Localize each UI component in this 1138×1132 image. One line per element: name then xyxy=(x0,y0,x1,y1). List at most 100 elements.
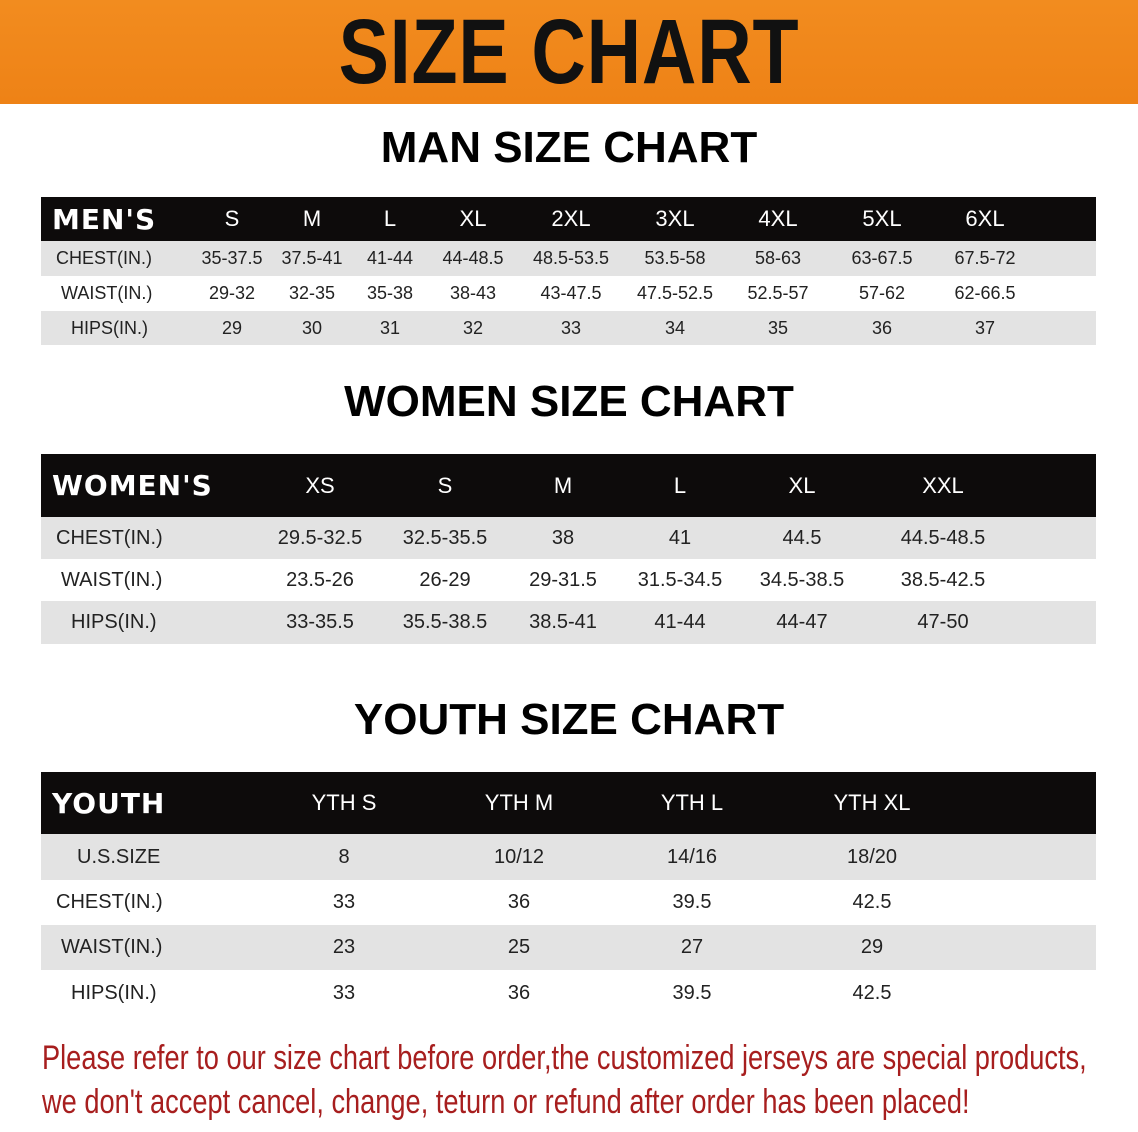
table-cell: 57-62 xyxy=(858,283,906,303)
size-column-header: XL xyxy=(459,206,487,231)
table-cell: 37.5-41 xyxy=(281,248,343,268)
table-cell: 35-38 xyxy=(366,283,414,303)
table-cell: 38-43 xyxy=(449,283,497,303)
table-cell: 29-31.5 xyxy=(529,568,597,591)
table-header-row: MEN'S S M L XL 2XL 3XL 4XL 5XL 6XL xyxy=(41,197,1096,241)
table-row: HIPS(IN.) 29 30 31 32 33 34 35 36 37 xyxy=(41,311,1096,345)
row-label: CHEST(IN.) xyxy=(56,248,152,268)
women-section-title: WOMEN SIZE CHART xyxy=(344,377,794,426)
table-cell: 47.5-52.5 xyxy=(636,283,714,303)
table-cell: 36 xyxy=(507,981,531,1004)
size-column-header: YTH M xyxy=(484,790,554,815)
table-cell: 31 xyxy=(379,317,401,338)
table-row: WAIST(IN.) 23 25 27 29 xyxy=(41,925,1096,970)
table-cell: 32 xyxy=(462,317,484,338)
table-row: U.S.SIZE 8 10/12 14/16 18/20 xyxy=(41,834,1096,880)
table-cell: 42.5 xyxy=(852,981,892,1004)
table-row: WAIST(IN.) 23.5-26 26-29 29-31.5 31.5-34.5 34… xyxy=(41,559,1096,601)
table-cell: 67.5-72 xyxy=(954,248,1016,268)
table-cell: 23.5-26 xyxy=(286,568,354,591)
banner-title: SIZE CHART xyxy=(338,1,800,103)
table-cell: 35-37.5 xyxy=(201,248,263,268)
size-column-header: 5XL xyxy=(862,206,902,231)
table-cell: 34.5-38.5 xyxy=(759,568,845,591)
table-cell: 18/20 xyxy=(846,845,898,868)
size-column-header: L xyxy=(383,206,397,231)
table-cell: 44.5 xyxy=(782,526,822,549)
table-cell: 52.5-57 xyxy=(747,283,809,303)
women-size-table: WOMEN'S XS S M L XL XXL CHEST(IN.) 29.5-32.5 32.5… xyxy=(41,454,1096,644)
size-column-header: M xyxy=(302,206,322,231)
table-cell: 44-48.5 xyxy=(442,248,504,268)
table-cell: 39.5 xyxy=(672,891,712,913)
table-row: CHEST(IN.) 33 36 39.5 42.5 xyxy=(41,880,1096,925)
table-cell: 32.5-35.5 xyxy=(402,526,488,549)
table-cell: 25 xyxy=(507,936,531,958)
notice-line-1: Please refer to our size chart before or… xyxy=(42,1039,1087,1077)
size-column-header: XL xyxy=(788,472,816,498)
table-cell: 33-35.5 xyxy=(286,611,354,633)
size-column-header: 2XL xyxy=(551,206,591,231)
row-label: WAIST(IN.) xyxy=(61,283,153,303)
table-cell: 37 xyxy=(974,317,996,338)
row-label: WAIST(IN.) xyxy=(61,936,163,958)
table-row: HIPS(IN.) 33 36 39.5 42.5 xyxy=(41,970,1096,1016)
row-label: U.S.SIZE xyxy=(77,845,161,868)
row-label: WAIST(IN.) xyxy=(61,568,163,591)
table-cell: 41-44 xyxy=(366,248,414,268)
table-cell: 42.5 xyxy=(852,891,892,913)
table-cell: 27 xyxy=(680,936,704,958)
table-row: CHEST(IN.) 29.5-32.5 32.5-35.5 38 41 44.5 44.5… xyxy=(41,517,1096,559)
table-cell: 62-66.5 xyxy=(954,283,1016,303)
size-column-header: S xyxy=(224,206,240,231)
table-cell: 30 xyxy=(301,317,323,338)
size-column-header: 4XL xyxy=(758,206,798,231)
table-cell: 44-47 xyxy=(776,611,828,633)
table-cell: 33 xyxy=(560,317,582,338)
size-column-header: YTH S xyxy=(311,790,377,815)
table-cell: 34 xyxy=(664,317,686,338)
size-column-header: S xyxy=(437,472,453,498)
table-cell: 41 xyxy=(668,526,692,549)
size-column-header: 6XL xyxy=(965,206,1005,231)
table-cell: 43-47.5 xyxy=(540,283,602,303)
table-cell: 53.5-58 xyxy=(644,248,706,268)
size-column-header: XXL xyxy=(922,472,964,498)
table-cell: 10/12 xyxy=(493,845,545,868)
row-label: CHEST(IN.) xyxy=(56,526,163,549)
table-cell: 63-67.5 xyxy=(851,248,913,268)
table-header-row: YOUTH YTH S YTH M YTH L YTH XL xyxy=(41,772,1096,834)
size-column-header: L xyxy=(673,472,687,498)
table-cell: 44.5-48.5 xyxy=(900,526,986,549)
table-cell: 26-29 xyxy=(419,568,471,591)
table-cell: 47-50 xyxy=(917,611,969,633)
table-cell: 29.5-32.5 xyxy=(277,526,363,549)
table-cell: 14/16 xyxy=(666,845,718,868)
size-column-header: XS xyxy=(305,472,335,498)
table-cell: 38.5-41 xyxy=(529,611,597,633)
notice-line-2: we don't accept cancel, change, teturn o… xyxy=(42,1083,970,1121)
table-cell: 29 xyxy=(860,936,884,958)
table-cell: 23 xyxy=(332,936,356,958)
table-header-row: WOMEN'S XS S M L XL XXL xyxy=(41,454,1096,517)
row-label: HIPS(IN.) xyxy=(71,611,157,633)
table-cell: 38 xyxy=(551,526,575,549)
youth-section-title: YOUTH SIZE CHART xyxy=(353,695,785,744)
youth-size-table: YOUTH YTH S YTH M YTH L YTH XL U.S.SIZE 8 10/12… xyxy=(41,772,1096,1016)
table-cell: 58-63 xyxy=(754,248,802,268)
table-cell: 39.5 xyxy=(672,981,712,1004)
table-cell: 8 xyxy=(338,845,350,868)
table-row: HIPS(IN.) 33-35.5 35.5-38.5 38.5-41 41-44 44-… xyxy=(41,601,1096,644)
table-cell: 35 xyxy=(767,317,789,338)
table-cell: 32-35 xyxy=(288,283,336,303)
table-cell: 36 xyxy=(507,891,531,913)
men-size-table: MEN'S S M L XL 2XL 3XL 4XL 5XL 6XL CHEST(IN.) 35-37… xyxy=(41,197,1096,345)
size-column-header: YTH XL xyxy=(833,790,911,815)
table-row: CHEST(IN.) 35-37.5 37.5-41 41-44 44-48.5 48.5… xyxy=(41,241,1096,276)
size-column-header: YTH L xyxy=(660,790,724,815)
size-column-header: 3XL xyxy=(655,206,695,231)
row-label: CHEST(IN.) xyxy=(56,891,163,913)
header-label: MEN'S xyxy=(52,202,157,236)
men-section-title: MAN SIZE CHART xyxy=(380,123,758,172)
table-cell: 31.5-34.5 xyxy=(637,568,723,591)
